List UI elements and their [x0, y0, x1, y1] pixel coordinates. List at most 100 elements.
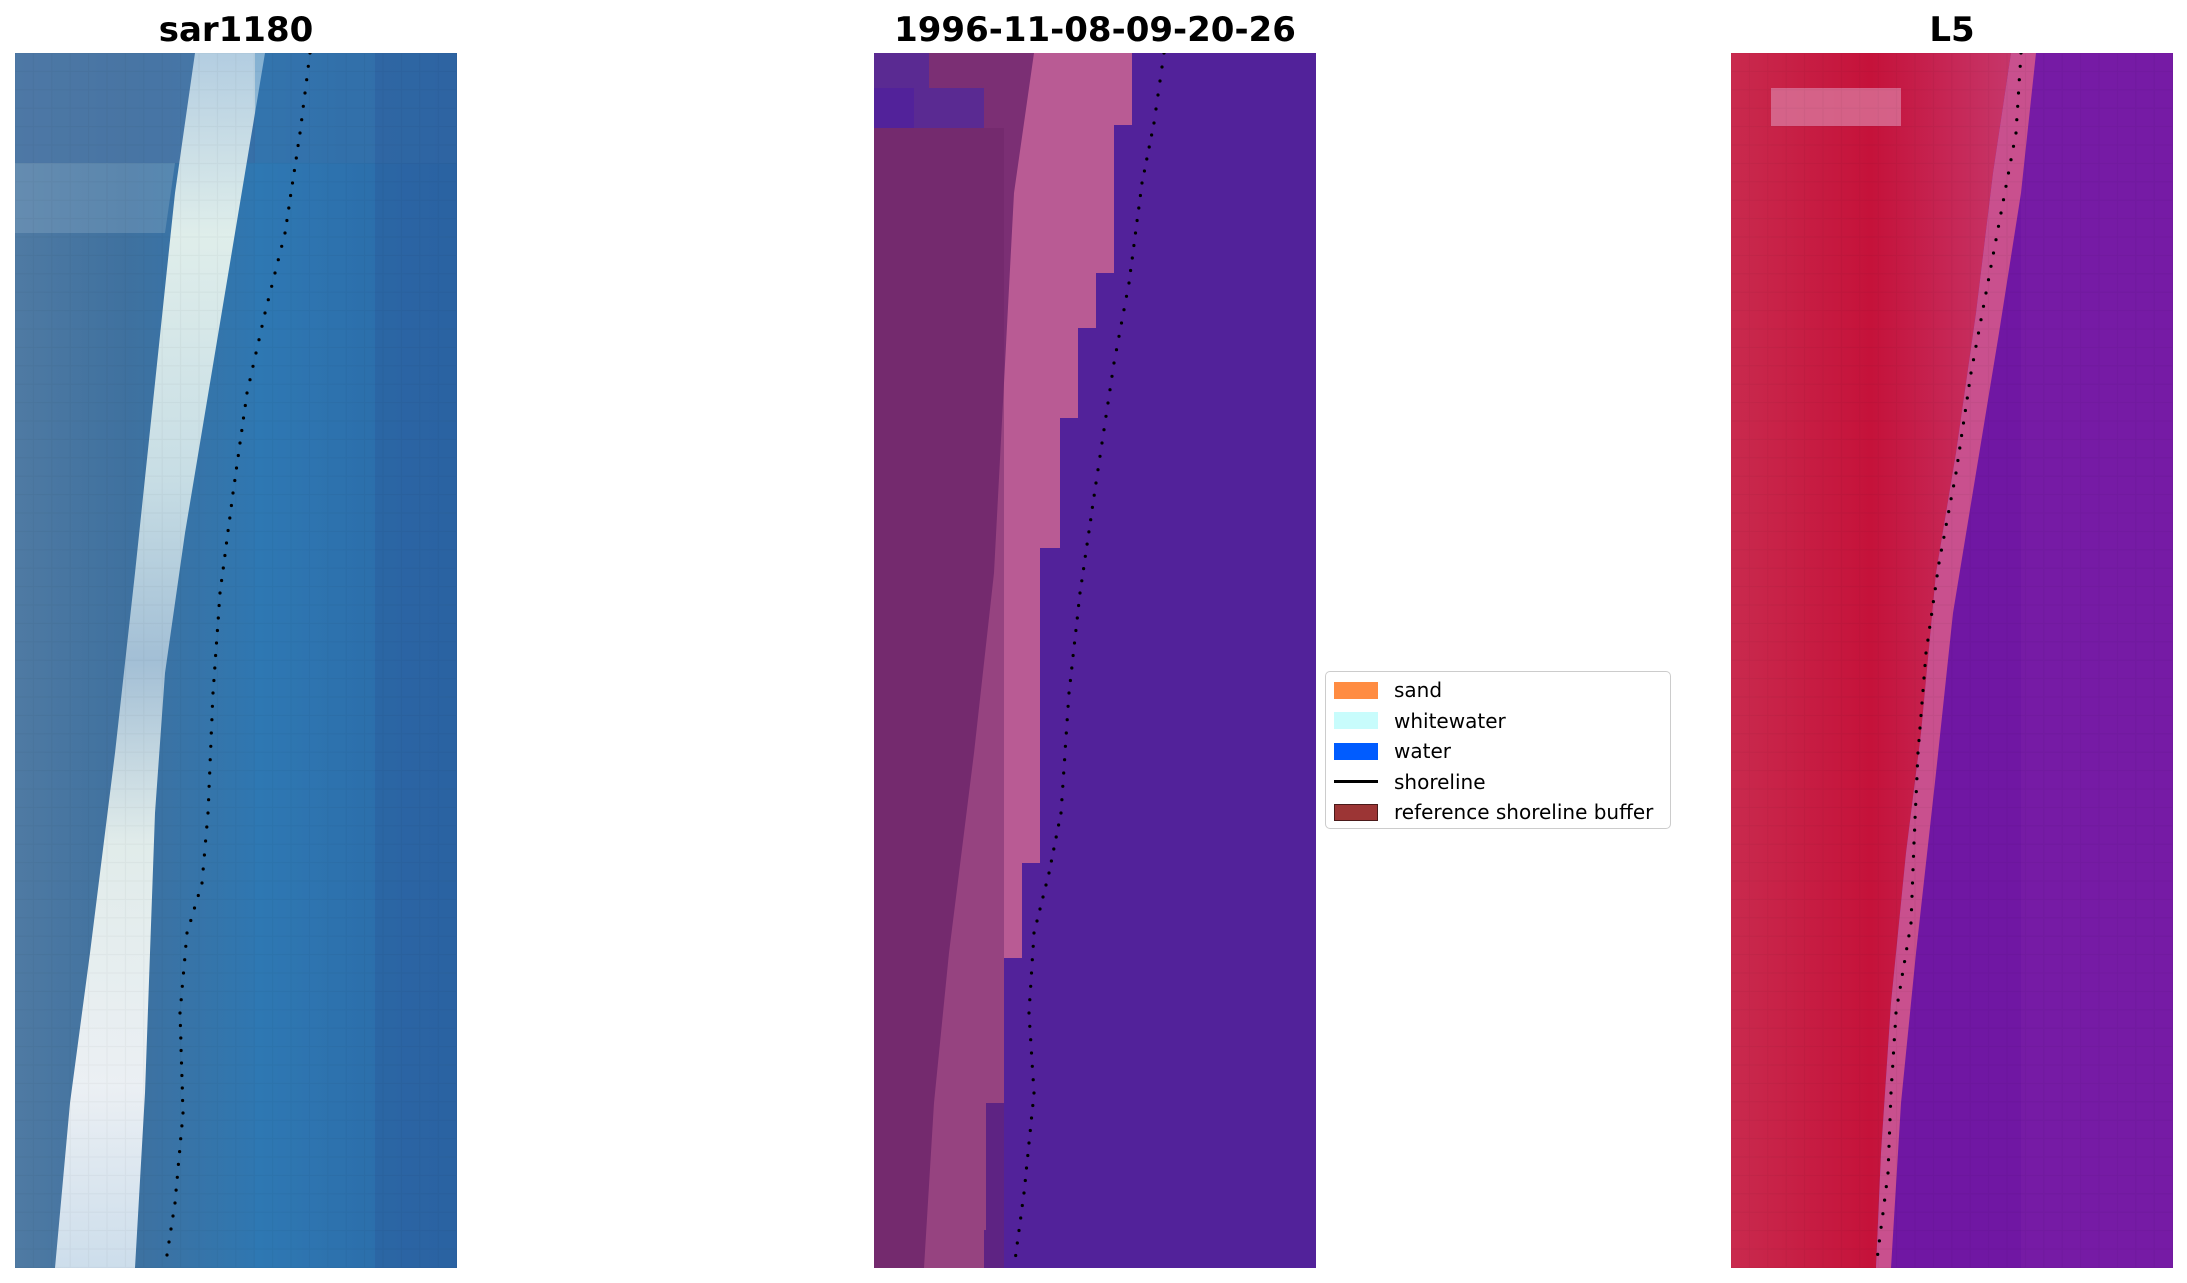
shoreline-dot: [229, 503, 233, 508]
shoreline-dot: [1960, 433, 1964, 438]
shoreline-dot: [1947, 510, 1951, 514]
shoreline-dot: [1135, 218, 1139, 223]
shoreline-dot: [1981, 304, 1986, 308]
shoreline-dot: [1933, 587, 1937, 591]
shoreline-dot: [1028, 1024, 1032, 1028]
shoreline-dot: [1930, 612, 1934, 617]
shoreline-dot: [1160, 65, 1164, 69]
shoreline-dot: [208, 758, 212, 762]
whitewater-swatch: [1334, 712, 1378, 730]
shoreline-dot: [1110, 374, 1114, 378]
shoreline-dot: [1031, 1103, 1035, 1108]
shoreline-dot: [1911, 868, 1915, 872]
shoreline-dot: [1954, 471, 1958, 475]
shoreline-dot: [1087, 530, 1091, 534]
legend-label-sand: sand: [1394, 678, 1443, 703]
shoreline-dot: [1066, 704, 1070, 708]
shoreline-dot: [196, 893, 200, 898]
shoreline-dot: [1971, 358, 1976, 362]
sand-swatch: [1334, 681, 1378, 699]
shoreline-dot: [1067, 691, 1071, 695]
shoreline-dot: [1057, 823, 1061, 827]
shoreline-dot: [1098, 454, 1102, 458]
shoreline-dot: [1926, 638, 1930, 642]
shoreline-dot: [1063, 744, 1067, 748]
legend-item-shoreline: shoreline: [1326, 767, 1670, 798]
shoreline-dot: [1041, 895, 1045, 899]
shoreline-dot: [1911, 854, 1916, 858]
shoreline-dot: [1061, 784, 1065, 788]
shoreline-dot: [1154, 107, 1158, 111]
shoreline-dot: [1035, 919, 1039, 923]
shoreline-dot: [300, 118, 304, 122]
shoreline-dot: [1106, 401, 1110, 405]
shoreline-c: [1876, 53, 2023, 1256]
shoreline-line-swatch: [1334, 780, 1378, 784]
shoreline-dot: [260, 324, 264, 328]
shoreline-dot: [1140, 181, 1144, 185]
shoreline-dot: [2011, 144, 2016, 148]
shoreline-dot: [1889, 1091, 1893, 1095]
legend-item-whitewater: whitewater: [1326, 706, 1670, 737]
shoreline-dot: [241, 416, 246, 420]
legend-item-reference-buffer: reference shoreline buffer: [1326, 797, 1670, 828]
shoreline-dot: [289, 193, 293, 198]
shoreline-dot: [179, 1061, 184, 1065]
shoreline-dot: [216, 616, 220, 620]
shoreline-dot: [220, 578, 224, 583]
shoreline-dot: [1029, 971, 1034, 975]
shoreline-dot: [207, 784, 211, 788]
shoreline-dot: [2014, 131, 2018, 135]
shoreline-dot: [1877, 1239, 1881, 1243]
shoreline-dot: [1127, 281, 1131, 285]
shoreline-dot: [1024, 1166, 1029, 1170]
shoreline-dot: [1032, 931, 1036, 935]
shoreline-dot: [1049, 859, 1053, 863]
shoreline-dot: [276, 258, 280, 262]
shoreline-dot: [1032, 1091, 1036, 1095]
shoreline-dot: [273, 271, 277, 275]
index-image: [1731, 53, 2173, 1268]
shoreline-dot: [1939, 548, 1943, 552]
shoreline-dot: [1137, 206, 1141, 210]
shoreline-dot: [1029, 1051, 1034, 1055]
shoreline-dot: [1893, 1024, 1897, 1028]
shoreline-dot: [1969, 371, 1973, 375]
shoreline-dot: [214, 653, 218, 658]
shoreline-dot: [1890, 1078, 1894, 1082]
shoreline-dot: [1014, 1253, 1018, 1258]
shoreline-dot: [1963, 408, 1967, 413]
shoreline-dot: [175, 1175, 179, 1179]
shoreline-dot: [1924, 651, 1928, 655]
shoreline-dot: [245, 391, 249, 395]
shoreline-dot: [1909, 921, 1913, 925]
shoreline-dot: [1117, 334, 1121, 338]
shoreline-dot: [1092, 493, 1096, 497]
shoreline-dot: [1994, 238, 1998, 242]
shoreline-dot: [1913, 828, 1917, 832]
shoreline-dot: [1919, 713, 1923, 718]
shoreline-dot: [1900, 972, 1904, 977]
shoreline-dot: [1922, 676, 1926, 680]
shoreline-dot: [1879, 1225, 1883, 1229]
shoreline-dot: [1129, 268, 1133, 273]
shoreline-dot: [1015, 1241, 1019, 1245]
shoreline-dot: [210, 704, 214, 708]
shoreline-dot: [1022, 1191, 1026, 1195]
shoreline-dot: [1072, 641, 1077, 645]
shoreline-dot: [212, 678, 216, 683]
shoreline-dot: [1150, 133, 1154, 137]
shoreline-dot: [1913, 815, 1917, 819]
shoreline-dot: [1152, 121, 1156, 125]
shoreline-dot: [221, 566, 225, 570]
shoreline-dot: [171, 1214, 175, 1218]
shoreline-dot: [2017, 78, 2021, 82]
shoreline-dot: [215, 628, 219, 633]
shoreline-dot: [200, 881, 204, 885]
shoreline-dot: [180, 1073, 184, 1078]
shoreline-dot: [174, 1188, 178, 1192]
shoreline-dot: [1887, 1144, 1891, 1148]
shoreline-dot: [298, 131, 302, 135]
shoreline-dot: [243, 403, 247, 408]
shoreline-dot: [1909, 908, 1914, 912]
